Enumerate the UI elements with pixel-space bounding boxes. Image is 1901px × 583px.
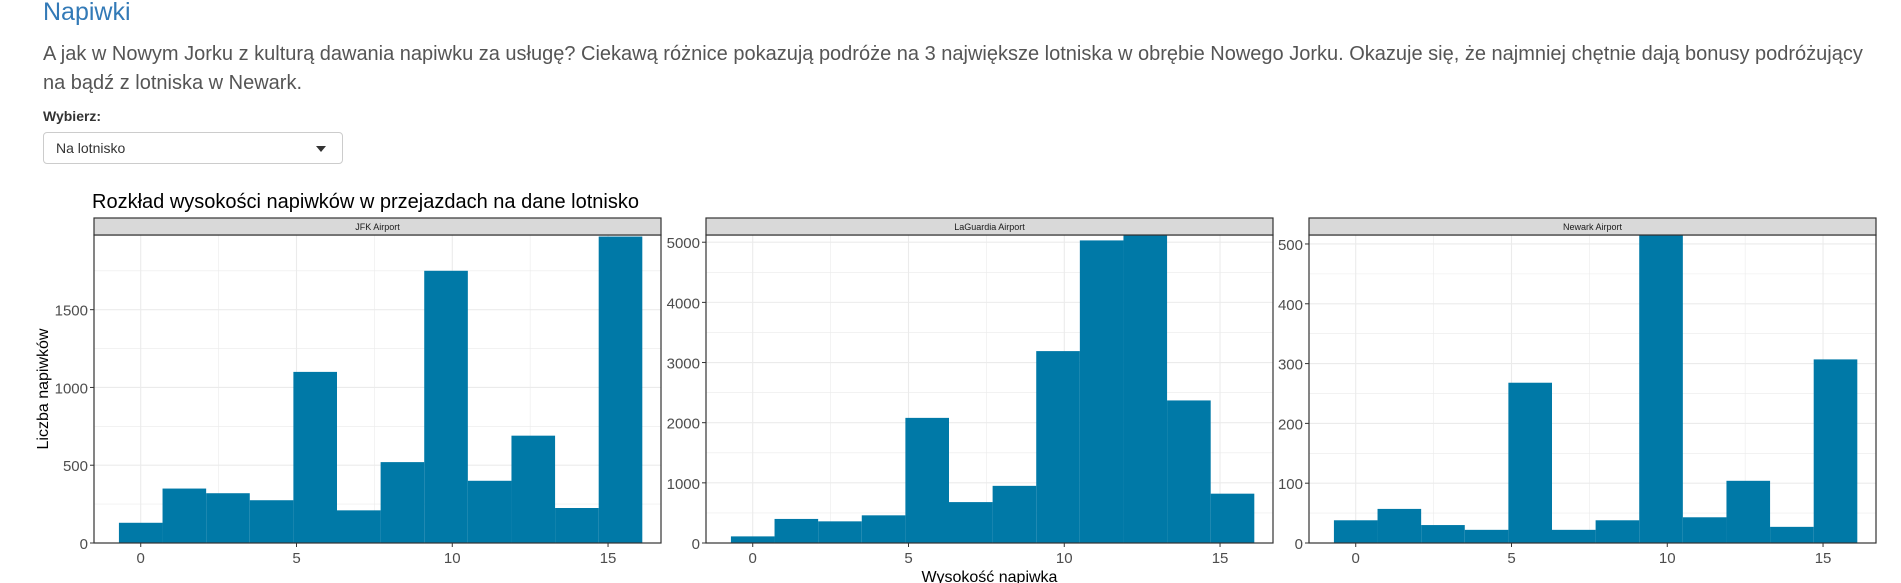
histogram-bar [249, 500, 294, 543]
histogram-bar [992, 485, 1037, 543]
y-tick-label: 200 [1278, 416, 1303, 433]
y-tick-label: 1500 [55, 303, 88, 320]
select-label: Wybierz: [43, 108, 102, 124]
x-tick-label: 10 [1659, 550, 1676, 567]
y-tick-label: 1000 [667, 476, 700, 493]
histogram-bar [424, 270, 468, 543]
panel-background [1309, 235, 1876, 543]
x-tick-label: 15 [600, 550, 617, 567]
histogram-bar [861, 515, 906, 543]
airport-direction-select[interactable]: Na lotnisko [43, 132, 343, 164]
histogram-bar [1726, 480, 1771, 543]
histogram-bar [293, 371, 337, 543]
histogram-bar [598, 236, 643, 544]
x-axis-label: Wysokość napiwka [922, 569, 1058, 583]
x-tick-label: 0 [137, 550, 145, 567]
y-tick-label: 2000 [667, 416, 700, 433]
page-description: A jak w Nowym Jorku z kulturą dawania na… [43, 43, 1863, 94]
y-tick-label: 0 [692, 536, 700, 553]
x-tick-label: 5 [1507, 550, 1515, 567]
histogram-bar [1421, 525, 1465, 543]
histogram-bar [1639, 235, 1683, 543]
histogram-bar [1123, 235, 1168, 543]
y-tick-label: 100 [1278, 476, 1303, 493]
histogram-bar [1167, 400, 1211, 543]
facet-strip [93, 217, 662, 236]
x-tick-label: 10 [1056, 550, 1073, 567]
facet-strip-label: Newark Airport [1563, 222, 1623, 232]
x-tick-label: 15 [1212, 550, 1229, 567]
histogram-bar [118, 522, 163, 543]
select-value: Na lotnisko [56, 140, 126, 156]
histogram-bar [1508, 382, 1552, 543]
x-tick-label: 0 [749, 550, 757, 567]
facet-strip-label: JFK Airport [355, 222, 400, 232]
histogram-bar [1552, 529, 1596, 543]
facet-strip-label: LaGuardia Airport [954, 222, 1025, 232]
histogram-bar [162, 488, 207, 543]
chart-title: Rozkład wysokości napiwków w przejazdach… [92, 191, 639, 213]
chevron-down-icon[interactable] [316, 146, 326, 152]
histogram-bar [206, 493, 250, 543]
histogram-bar [511, 435, 556, 543]
y-tick-label: 0 [1295, 536, 1303, 553]
histogram-bar [380, 462, 425, 543]
histogram-bar [1813, 359, 1858, 543]
histogram-bar [1682, 517, 1727, 543]
histogram-bar [774, 518, 819, 543]
histogram-bar [949, 502, 993, 543]
x-tick-label: 5 [904, 550, 912, 567]
y-tick-label: 400 [1278, 297, 1303, 314]
histogram-bar [1377, 508, 1422, 543]
y-axis-label: Liczba napiwków [35, 328, 52, 449]
histogram-bar [1079, 240, 1124, 543]
histogram-bar [818, 521, 862, 543]
histogram-bar [1333, 520, 1378, 543]
x-tick-label: 10 [444, 550, 461, 567]
histogram-bar [337, 510, 381, 543]
y-tick-label: 0 [80, 536, 88, 553]
histogram-bar [467, 480, 512, 543]
y-tick-label: 3000 [667, 356, 700, 373]
histogram-bar [555, 508, 599, 543]
facet-strip [1308, 217, 1877, 236]
histogram-bar [730, 536, 775, 543]
histogram-bar [1036, 351, 1080, 543]
page-title: Napiwki [43, 0, 131, 26]
y-tick-label: 500 [1278, 237, 1303, 254]
facet-strip [705, 217, 1274, 236]
y-tick-label: 1000 [55, 380, 88, 397]
y-tick-label: 5000 [667, 235, 700, 252]
y-tick-label: 500 [63, 458, 88, 475]
x-tick-label: 0 [1352, 550, 1360, 567]
histogram-bar [1595, 520, 1640, 543]
y-tick-label: 4000 [667, 295, 700, 312]
x-tick-label: 5 [292, 550, 300, 567]
histogram-bar [1210, 493, 1255, 543]
histogram-bar [1464, 529, 1509, 543]
histogram-bar [1770, 526, 1814, 543]
x-tick-label: 15 [1815, 550, 1832, 567]
y-tick-label: 300 [1278, 357, 1303, 374]
histogram-bar [905, 417, 949, 543]
